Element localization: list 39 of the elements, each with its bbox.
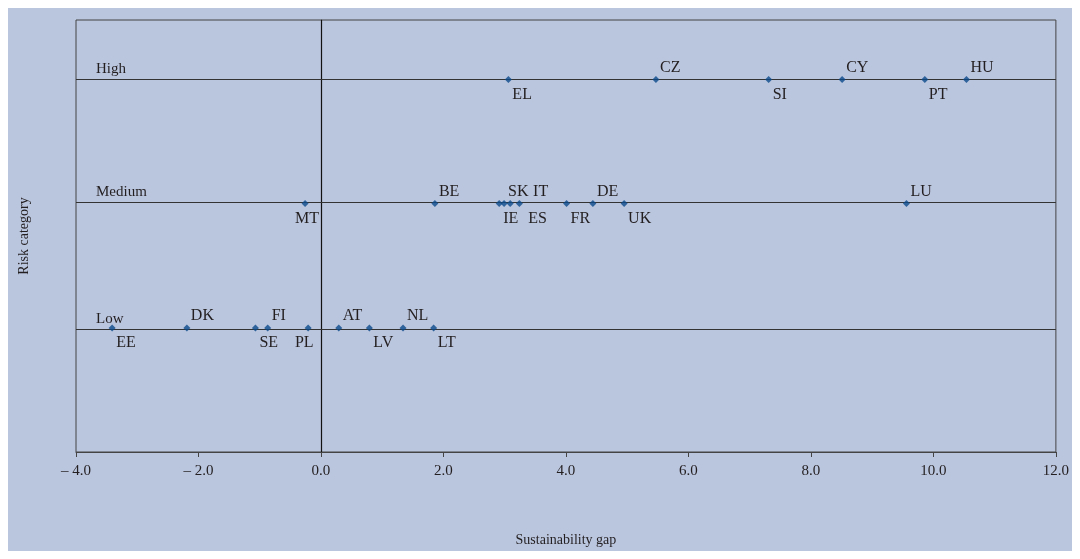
x-tick-label: 10.0 (920, 461, 947, 478)
x-tick-label: 12.0 (1042, 461, 1069, 478)
annotation: NL (407, 306, 429, 324)
annotation: AT (342, 306, 363, 324)
annotation: SE (259, 333, 279, 351)
annotation: CY (846, 58, 869, 76)
ref-line-label: Low (96, 309, 124, 326)
annotation: PT (928, 85, 948, 103)
annotation: DK (190, 306, 215, 324)
annotation: FI (271, 306, 286, 324)
x-axis-title: Sustainability gap (515, 531, 617, 547)
x-tick-label: – 2.0 (182, 461, 214, 478)
annotation: CZ (659, 58, 681, 76)
annotation: EL (512, 85, 532, 103)
x-tick-label: 2.0 (434, 461, 453, 478)
annotation: SK (508, 182, 529, 200)
ref-line-label: Medium (96, 182, 148, 199)
annotation: IT (533, 182, 549, 200)
annotation: LT (437, 333, 456, 351)
y-axis-title: Risk category (15, 197, 31, 275)
annotation: DE (596, 182, 619, 200)
annotation: LU (910, 182, 933, 200)
annotation: HU (970, 58, 995, 76)
annotation: PL (294, 333, 314, 351)
x-tick-label: – 4.0 (60, 461, 91, 478)
annotation: LV (373, 333, 394, 351)
annotation: ES (528, 209, 547, 227)
annotation: BE (438, 182, 460, 200)
ref-line-label: High (96, 60, 127, 77)
annotation: UK (628, 209, 652, 227)
annotation: MT (294, 209, 320, 227)
annotation: SI (772, 85, 787, 103)
x-tick-label: 0.0 (311, 461, 331, 478)
annotation: EE (116, 333, 136, 351)
x-tick-label: 4.0 (556, 461, 576, 478)
x-tick-label: 6.0 (679, 461, 698, 478)
annotation: FR (570, 209, 591, 227)
annotation: IE (503, 209, 519, 227)
x-tick-label: 8.0 (801, 461, 821, 478)
